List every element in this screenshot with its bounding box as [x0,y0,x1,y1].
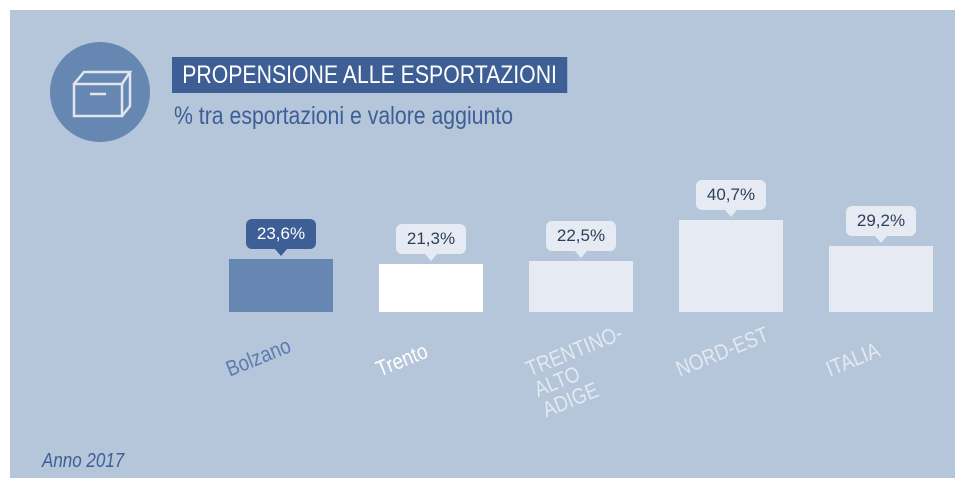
x-tick-label: ITALIA [822,337,884,382]
bar [679,220,783,312]
bar [829,246,933,312]
box-icon-svg [72,70,133,118]
box-icon [50,42,150,142]
bar [379,264,483,312]
value-label: 21,3% [396,224,466,262]
value-label: 29,2% [846,206,916,244]
panel: PROPENSIONE ALLE ESPORTAZIONI % tra espo… [10,10,955,478]
x-tick-label: Trento [372,338,432,382]
chart-subtitle: % tra esportazioni e valore aggiunto [174,102,514,130]
value-label: 23,6% [246,218,316,256]
value-label: 22,5% [546,221,616,259]
x-tick-label: NORD-EST [672,321,773,382]
chart-title: PROPENSIONE ALLE ESPORTAZIONI [172,57,568,93]
x-tick-label: Bolzano [222,332,295,382]
x-tick-label: TRENTINO-ALTO ADIGE [522,320,627,423]
value-label: 40,7% [696,180,766,218]
bar [229,258,333,312]
bar [529,261,633,312]
note: Anno 2017 [42,450,125,472]
